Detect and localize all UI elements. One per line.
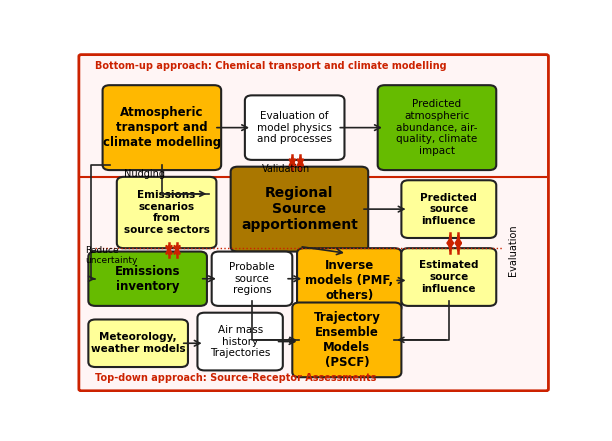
Text: Predicted
source
influence: Predicted source influence	[420, 193, 477, 226]
Text: Bottom-up approach: Chemical transport and climate modelling: Bottom-up approach: Chemical transport a…	[95, 61, 447, 71]
Text: Air mass
history
Trajectories: Air mass history Trajectories	[210, 325, 271, 358]
Text: Validation: Validation	[261, 164, 310, 175]
Text: Predicted
atmospheric
abundance, air-
quality, climate
impact: Predicted atmospheric abundance, air- qu…	[396, 99, 478, 156]
Text: Probable
source
regions: Probable source regions	[229, 262, 275, 295]
FancyBboxPatch shape	[212, 251, 293, 306]
Text: Emissions
scenarios
from
source sectors: Emissions scenarios from source sectors	[124, 190, 209, 235]
FancyBboxPatch shape	[88, 251, 207, 306]
FancyBboxPatch shape	[88, 319, 188, 367]
Text: Top-down approach: Source-Receptor Assessments: Top-down approach: Source-Receptor Asses…	[95, 373, 377, 383]
FancyBboxPatch shape	[103, 85, 221, 170]
FancyBboxPatch shape	[231, 167, 368, 251]
Text: Evaluation of
model physics
and processes: Evaluation of model physics and processe…	[257, 111, 332, 144]
Text: Atmospheric
transport and
climate modelling: Atmospheric transport and climate modell…	[103, 106, 221, 149]
FancyBboxPatch shape	[293, 303, 401, 377]
FancyBboxPatch shape	[401, 180, 496, 238]
Text: Emissions
inventory: Emissions inventory	[115, 265, 181, 293]
FancyBboxPatch shape	[198, 313, 283, 370]
Text: Meteorology,
weather models: Meteorology, weather models	[91, 333, 185, 354]
FancyBboxPatch shape	[245, 95, 345, 160]
FancyBboxPatch shape	[79, 55, 548, 391]
FancyBboxPatch shape	[117, 177, 217, 248]
Text: Reduce
uncertainty: Reduce uncertainty	[85, 246, 138, 265]
Text: Estimated
source
influence: Estimated source influence	[419, 261, 479, 294]
Text: Evaluation: Evaluation	[508, 224, 518, 276]
Text: Trajectory
Ensemble
Models
(PSCF): Trajectory Ensemble Models (PSCF)	[313, 311, 380, 369]
Text: Nudging: Nudging	[124, 169, 165, 179]
FancyBboxPatch shape	[378, 85, 496, 170]
FancyBboxPatch shape	[297, 248, 401, 313]
Text: Regional
Source
apportionment: Regional Source apportionment	[241, 186, 358, 232]
FancyBboxPatch shape	[401, 248, 496, 306]
Text: Inverse
models (PMF,
others): Inverse models (PMF, others)	[305, 259, 394, 302]
